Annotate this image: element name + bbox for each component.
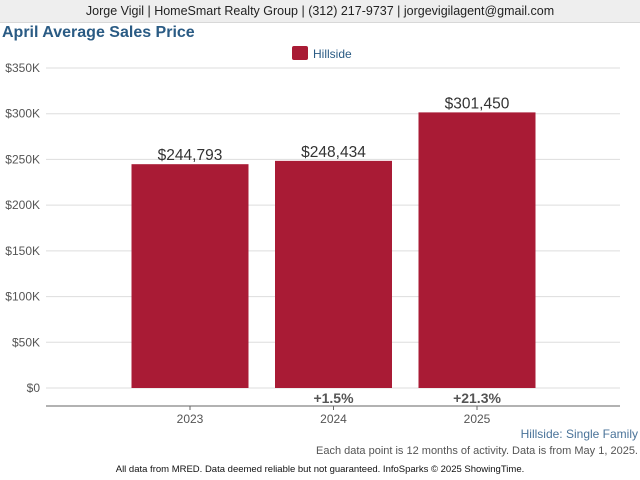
- bar-value-label: $248,434: [301, 144, 366, 161]
- chart-title: April Average Sales Price: [2, 24, 195, 41]
- bars: $244,793 $248,434 +1.5% $301,450 +21.3%: [131, 95, 536, 406]
- y-tick-label: $150K: [5, 244, 40, 258]
- legend-label-hillside[interactable]: Hillside: [313, 47, 352, 61]
- disclaimer: All data from MRED. Data deemed reliable…: [115, 464, 525, 475]
- y-tick-label: $0: [27, 381, 41, 395]
- legend: Hillside: [292, 46, 352, 61]
- change-label: +21.3%: [453, 390, 501, 406]
- y-axis-ticks: $0 $50K $100K $150K $200K $250K $300K $350K: [5, 61, 40, 395]
- y-tick-label: $100K: [5, 290, 40, 304]
- y-tick-label: $50K: [12, 335, 40, 349]
- y-tick-label: $200K: [5, 198, 40, 212]
- footnote: Each data point is 12 months of activity…: [315, 445, 638, 457]
- subject-line: Hillside: Single Family: [520, 427, 638, 441]
- bar-2025[interactable]: [418, 112, 536, 388]
- bar-value-label: $244,793: [158, 147, 223, 164]
- x-axis-ticks: 2023 2024 2025: [177, 406, 491, 426]
- y-tick-label: $350K: [5, 61, 40, 75]
- y-tick-label: $250K: [5, 152, 40, 166]
- bar-2024[interactable]: [275, 160, 392, 388]
- x-tick-label: 2025: [464, 412, 491, 426]
- bar-value-label: $301,450: [445, 95, 510, 112]
- x-tick-label: 2024: [320, 412, 347, 426]
- legend-swatch[interactable]: [292, 46, 308, 60]
- agent-info-bar: Jorge Vigil | HomeSmart Realty Group | (…: [0, 0, 640, 23]
- x-tick-label: 2023: [177, 412, 204, 426]
- bar-2023[interactable]: [131, 164, 249, 388]
- y-tick-label: $300K: [5, 107, 40, 121]
- change-label: +1.5%: [313, 390, 354, 406]
